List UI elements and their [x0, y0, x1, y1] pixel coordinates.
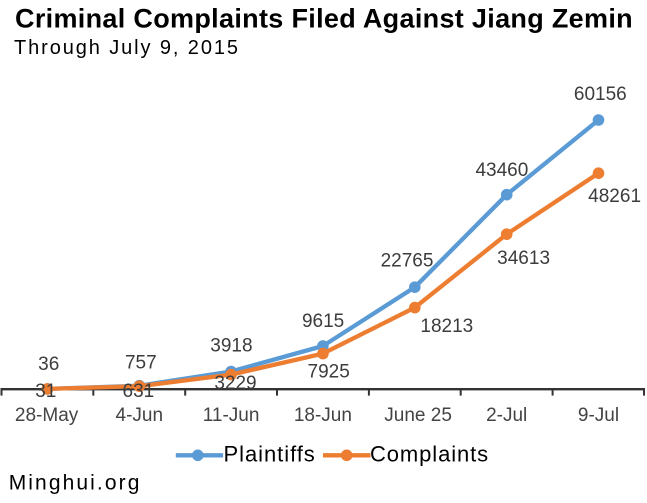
svg-text:7925: 7925: [308, 362, 350, 383]
svg-text:18-Jun: 18-Jun: [294, 405, 352, 426]
svg-text:Minghui.org: Minghui.org: [9, 471, 142, 494]
svg-text:3229: 3229: [214, 373, 256, 394]
svg-text:22765: 22765: [381, 250, 434, 271]
svg-text:Criminal Complaints Filed Agai: Criminal Complaints Filed Against Jiang …: [15, 4, 633, 34]
svg-text:11-Jun: 11-Jun: [203, 405, 260, 426]
svg-text:43460: 43460: [475, 160, 528, 181]
svg-text:757: 757: [125, 353, 157, 374]
svg-text:2-Jul: 2-Jul: [486, 405, 527, 426]
svg-text:Plaintiffs: Plaintiffs: [224, 442, 316, 467]
svg-text:34613: 34613: [497, 248, 550, 269]
svg-text:48261: 48261: [588, 186, 641, 207]
svg-text:3918: 3918: [210, 336, 252, 357]
svg-text:28-May: 28-May: [15, 405, 79, 426]
svg-text:31: 31: [35, 381, 56, 402]
svg-text:4-Jun: 4-Jun: [116, 405, 164, 426]
svg-text:9615: 9615: [302, 311, 344, 332]
svg-text:9-Jul: 9-Jul: [578, 405, 619, 426]
svg-text:June 25: June 25: [384, 405, 452, 426]
svg-text:631: 631: [123, 381, 155, 402]
svg-text:Complaints: Complaints: [370, 442, 489, 467]
svg-text:Through July 9, 2015: Through July 9, 2015: [14, 37, 240, 59]
svg-text:36: 36: [38, 354, 59, 375]
svg-text:60156: 60156: [574, 84, 627, 105]
svg-text:18213: 18213: [420, 316, 473, 337]
